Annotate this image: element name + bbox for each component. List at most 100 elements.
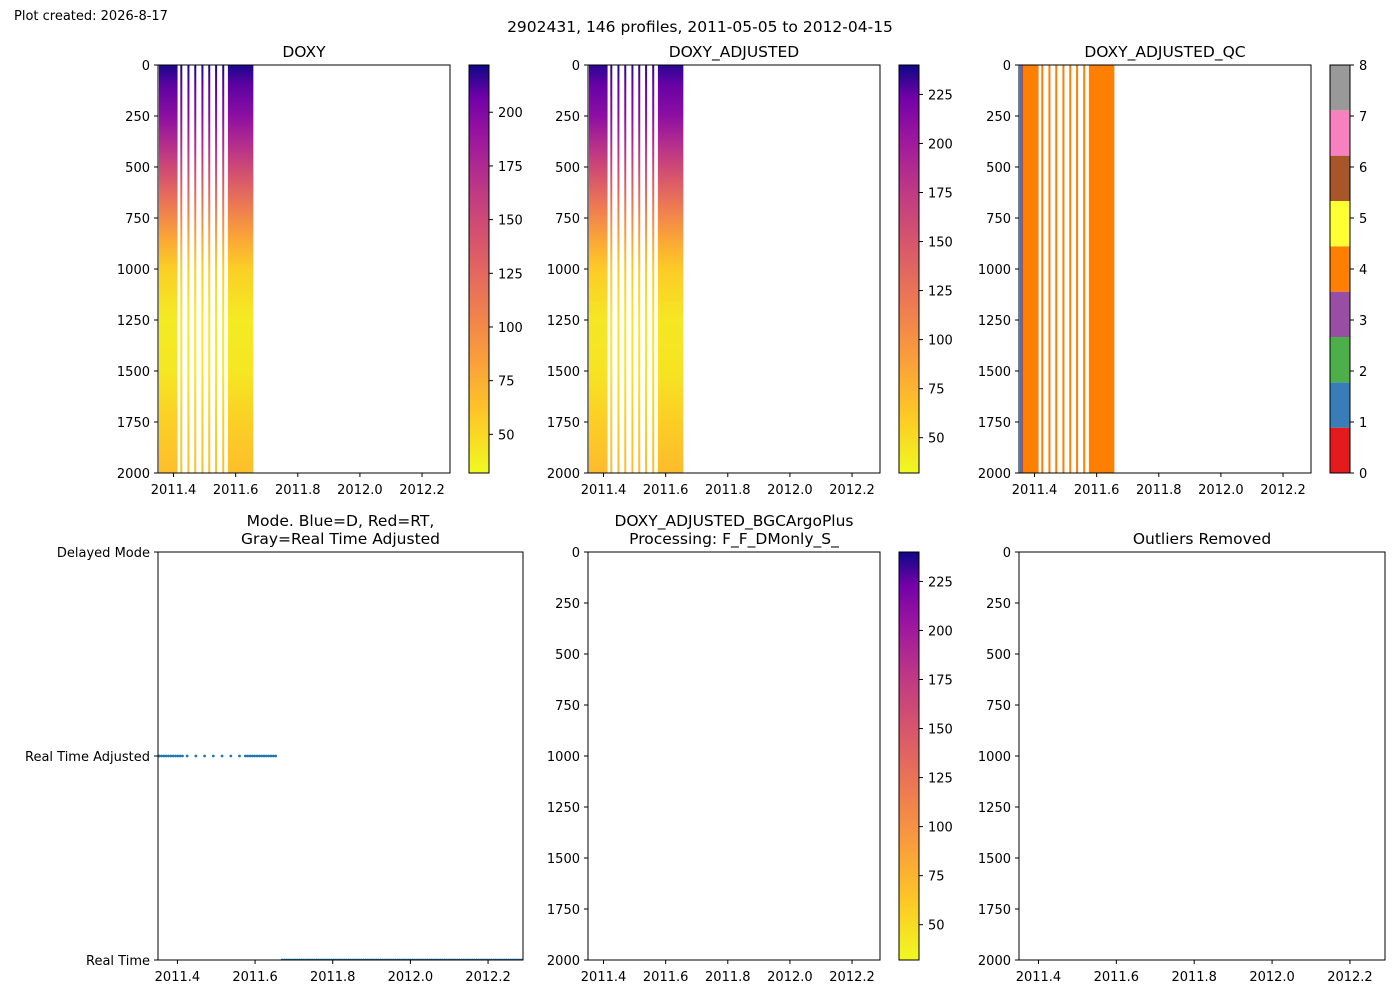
y-tick-label: 1750 [978,903,1011,918]
profile-line [187,65,190,473]
colorbar-swatch [1330,427,1350,473]
panel-3: 2011.4 2011.6 2011.8 2012.0 2012.20250500750… [978,43,1367,498]
mode-point [246,754,250,758]
x-tick-label: 2011.6 [232,970,278,985]
panel-title: Mode. Blue=D, Red=RT, [247,512,435,530]
plot-created-label: Plot created: 2026-8-17 [14,9,168,24]
y-tick-label: 2000 [978,954,1011,969]
colorbar-tick-label: 150 [928,236,953,251]
y-tick-label: 1000 [978,263,1011,278]
x-tick-label: 2012.2 [829,483,875,498]
colorbar-tick-label: 5 [1359,212,1367,227]
x-tick-label: 2011.4 [1012,483,1058,498]
colorbar-tick-label: 225 [928,88,953,103]
y-tick-label: 0 [1003,546,1011,561]
y-tick-label: 1000 [547,750,580,765]
panel-1: 2011.4 2011.6 2011.8 2012.0 2012.2 0 250 500 750… [117,43,523,498]
profile-line [201,65,204,473]
mode-point [253,754,257,758]
mode-point [203,754,206,758]
colorbar-tick-label: 150 [498,214,523,229]
mode-point [238,754,241,758]
x-tick-label: 2011.4 [151,483,197,498]
x-tick-label: 2012.2 [1260,483,1306,498]
plot-area [588,65,684,473]
x-tick-label: 2011.4 [581,970,627,985]
y-tick-label: 1250 [978,801,1011,816]
profile-line [208,65,211,473]
y-tick-label: 0 [572,59,580,74]
profile-line [645,65,648,473]
profile-line [617,65,620,473]
data-block [657,65,684,473]
profile-line [215,65,218,473]
mode-point [174,754,177,758]
y-tick-label: 1500 [978,852,1011,867]
colorbar-tick-label: 3 [1359,314,1367,329]
qc-line [1055,65,1058,473]
qc-block [1019,65,1023,473]
mode-point [211,754,215,758]
mode-point [176,754,180,758]
y-tick-label: 0 [142,59,150,74]
x-tick-label: 2012.2 [465,970,511,985]
colorbar-tick-label: 7 [1359,110,1367,125]
profile-line [180,65,183,473]
colorbar-frame [898,551,920,961]
x-tick-label: 2011.4 [581,483,627,498]
x-tick-label: 2012.2 [829,970,875,985]
x-tick-label: 2012.0 [388,970,434,985]
panel-title: DOXY_ADJUSTED_QC [1084,43,1245,62]
y-tick-label: Real Time Adjusted [25,750,150,765]
mode-point [260,754,264,758]
x-tick-label: 2012.0 [1249,970,1295,985]
colorbar-tick-label: 125 [498,267,523,282]
y-tick-label: 250 [986,597,1011,612]
qc-block [1022,65,1024,473]
y-tick-label: 750 [555,699,580,714]
qc-line [1083,65,1086,473]
colorbar-tick-label: 75 [928,383,945,398]
y-tick-label: 1250 [547,314,580,329]
colorbar-swatch [1330,201,1350,247]
qc-line [1062,65,1065,473]
colorbar-swatch [1330,246,1350,292]
y-tick-label: 1500 [547,365,580,380]
mode-point [269,754,273,758]
profile-line [194,65,197,473]
colorbar-swatch [1330,110,1350,156]
y-tick-label: 500 [555,648,580,663]
colorbar: 50 75 100 125 150 175 200 [468,64,523,474]
x-tick-label: 2012.0 [1198,483,1244,498]
y-tick-label: 250 [986,110,1011,125]
x-tick-label: 2012.0 [767,483,813,498]
mode-point [271,754,275,758]
y-tick-label: 1250 [547,801,580,816]
y-tick-label: 0 [572,546,580,561]
y-tick-label: 250 [555,597,580,612]
y-tick-label: Delayed Mode [57,546,150,561]
mode-point [257,754,261,758]
x-tick-label: 2011.4 [1016,970,1062,985]
qc-line [1041,65,1044,473]
x-tick-label: 2012.2 [1327,970,1373,985]
y-tick-label: 2000 [547,467,580,482]
panel-title-line2: Gray=Real Time Adjusted [241,530,440,548]
colorbar-tick-label: 100 [928,821,953,836]
colorbar-gradient [899,65,919,473]
y-tick-label: 2000 [978,467,1011,482]
y-tick-label: 750 [986,699,1011,714]
x-tick-label: 2012.2 [399,483,445,498]
colorbar-tick-label: 50 [928,919,945,934]
y-tick-label: 750 [125,212,150,227]
profile-line [652,65,655,473]
y-tick-label: 250 [125,110,150,125]
mode-point [250,754,254,758]
panel-title: DOXY_ADJUSTED_BGCArgoPlus [615,512,854,531]
mode-point [248,754,252,758]
colorbar-tick-label: 225 [928,575,953,590]
colorbar-tick-label: 150 [928,723,953,738]
x-tick-label: 2011.6 [643,483,689,498]
x-tick-label: 2011.6 [213,483,259,498]
